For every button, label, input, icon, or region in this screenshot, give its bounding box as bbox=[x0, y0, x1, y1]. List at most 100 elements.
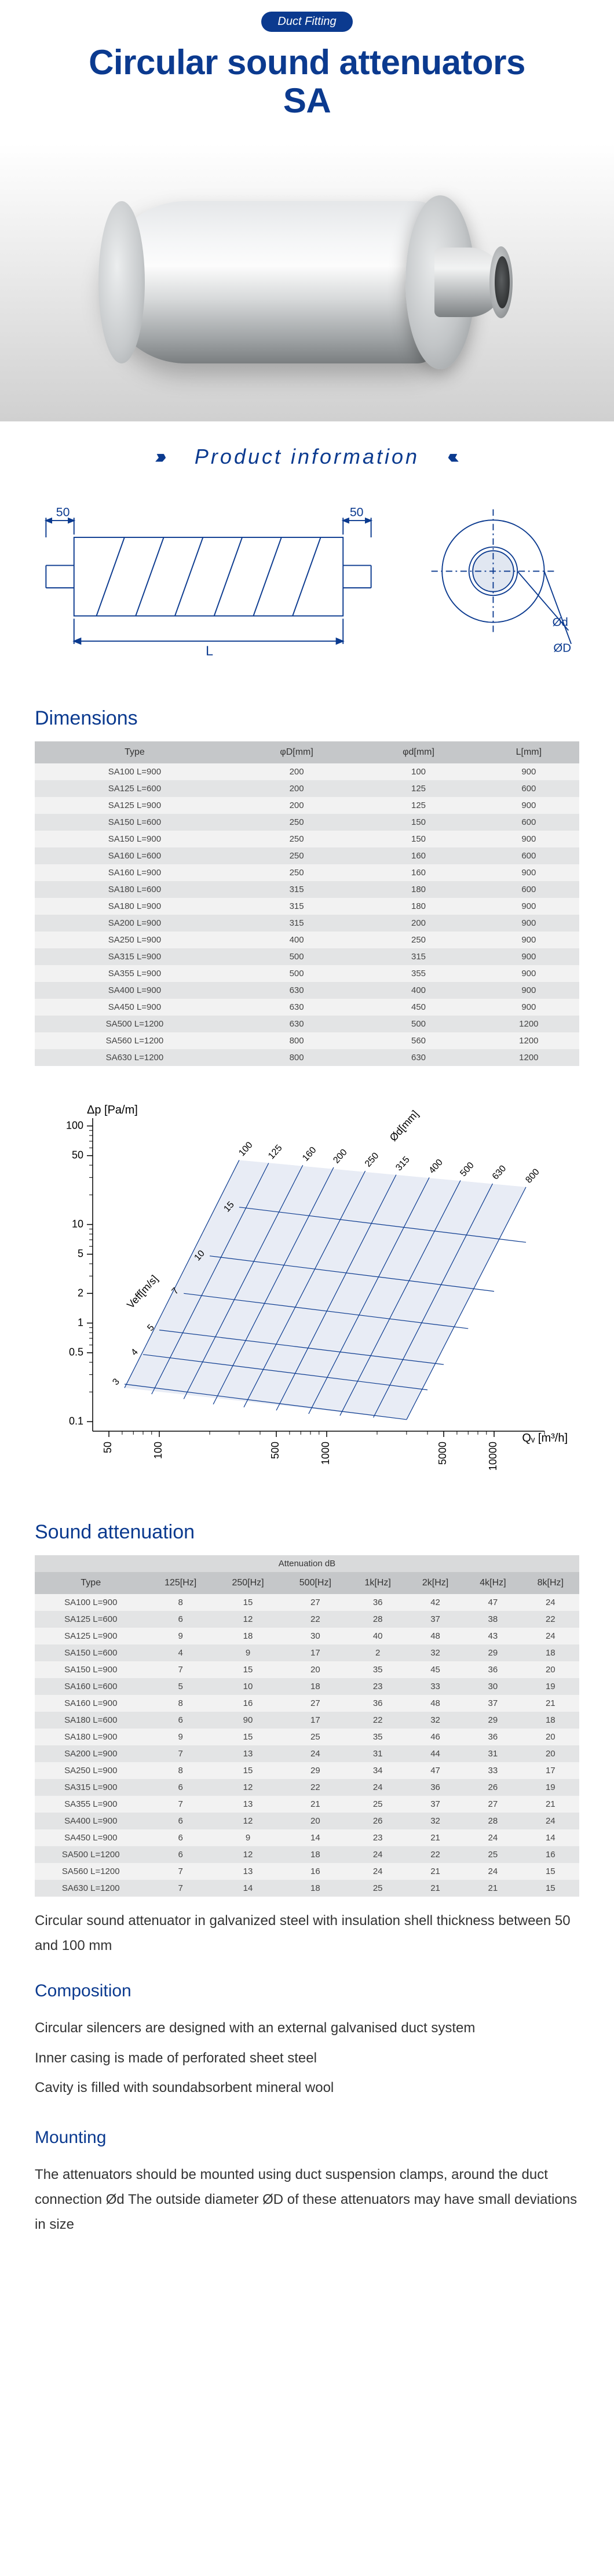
dimensions-heading: Dimensions bbox=[0, 684, 614, 741]
mounting-text: The attenuators should be mounted using … bbox=[0, 2151, 614, 2249]
table-row: SA150 L=900250150900 bbox=[35, 831, 579, 847]
mounting-heading: Mounting bbox=[0, 2116, 614, 2151]
table-header: 2k[Hz] bbox=[407, 1572, 464, 1594]
table-row: SA500 L=12006305001200 bbox=[35, 1016, 579, 1032]
svg-text:10000: 10000 bbox=[487, 1442, 499, 1471]
svg-text:Δp [Pa/m]: Δp [Pa/m] bbox=[87, 1104, 138, 1116]
table-row: SA450 L=900630450900 bbox=[35, 999, 579, 1016]
table-header: 125[Hz] bbox=[147, 1572, 214, 1594]
table-row: SA560 L=12008005601200 bbox=[35, 1032, 579, 1049]
dimensions-table: TypeφD[mm]φd[mm]L[mm] SA100 L=9002001009… bbox=[35, 741, 579, 1066]
attenuation-table: Attenuation dB Type125[Hz]250[Hz]500[Hz]… bbox=[35, 1555, 579, 1897]
table-row: SA160 L=6005101823333019 bbox=[35, 1678, 579, 1695]
product-image bbox=[0, 143, 614, 421]
table-row: SA400 L=900630400900 bbox=[35, 982, 579, 999]
page-title: Circular sound attenuators SA bbox=[0, 32, 614, 143]
svg-text:50: 50 bbox=[102, 1442, 114, 1453]
svg-text:1: 1 bbox=[78, 1316, 83, 1328]
table-row: SA125 L=6006122228373822 bbox=[35, 1611, 579, 1628]
svg-text:630: 630 bbox=[491, 1163, 509, 1181]
table-row: SA450 L=900691423212414 bbox=[35, 1829, 579, 1846]
table-row: SA125 L=900200125900 bbox=[35, 797, 579, 814]
svg-text:ØD: ØD bbox=[553, 642, 571, 655]
table-header: 8k[Hz] bbox=[522, 1572, 579, 1594]
table-row: SA250 L=900400250900 bbox=[35, 932, 579, 948]
table-row: SA355 L=900500355900 bbox=[35, 965, 579, 982]
table-row: SA315 L=900500315900 bbox=[35, 948, 579, 965]
svg-text:Qᵥ [m³/h]: Qᵥ [m³/h] bbox=[522, 1432, 568, 1445]
attenuation-heading: Sound attenuation bbox=[0, 1498, 614, 1555]
svg-text:500: 500 bbox=[269, 1442, 281, 1459]
table-row: SA200 L=9007132431443120 bbox=[35, 1745, 579, 1762]
svg-text:400: 400 bbox=[427, 1158, 445, 1176]
table-row: SA125 L=600200125600 bbox=[35, 780, 579, 797]
table-row: SA355 L=9007132125372721 bbox=[35, 1796, 579, 1813]
svg-text:500: 500 bbox=[458, 1160, 476, 1178]
composition-text: Circular silencers are designed with an … bbox=[0, 2004, 614, 2116]
svg-text:5: 5 bbox=[78, 1248, 83, 1260]
svg-text:5000: 5000 bbox=[437, 1442, 448, 1465]
svg-text:1000: 1000 bbox=[320, 1442, 331, 1465]
table-row: SA160 L=9008162736483721 bbox=[35, 1695, 579, 1712]
svg-text:50: 50 bbox=[350, 505, 364, 519]
svg-text:0.5: 0.5 bbox=[69, 1347, 83, 1358]
table-row: SA630 L=12007141825212115 bbox=[35, 1880, 579, 1897]
svg-text:50: 50 bbox=[72, 1149, 83, 1161]
svg-text:Ød: Ød bbox=[553, 617, 568, 630]
table-row: SA150 L=60049172322918 bbox=[35, 1644, 579, 1661]
table-row: SA500 L=12006121824222516 bbox=[35, 1846, 579, 1863]
table-header: 500[Hz] bbox=[282, 1572, 349, 1594]
svg-text:315: 315 bbox=[394, 1155, 412, 1173]
section-divider: ›››› Product information ›››› bbox=[0, 421, 614, 486]
table-row: SA180 L=6006901722322918 bbox=[35, 1712, 579, 1729]
table-header: φd[mm] bbox=[359, 741, 478, 763]
pressure-drop-chart: 100 50 10 5 2 1 0.5 0.1 50 100 500 1000 5000 10000 100… bbox=[35, 1101, 579, 1472]
table-header: Type bbox=[35, 1572, 147, 1594]
table-row: SA100 L=9008152736424724 bbox=[35, 1594, 579, 1611]
svg-text:L: L bbox=[206, 643, 213, 658]
table-row: SA180 L=600315180600 bbox=[35, 881, 579, 898]
title-line-1: Circular sound attenuators bbox=[89, 43, 525, 82]
svg-text:250: 250 bbox=[363, 1151, 381, 1169]
svg-text:2: 2 bbox=[78, 1287, 83, 1298]
table-row: SA150 L=9007152035453620 bbox=[35, 1661, 579, 1678]
table-header: 4k[Hz] bbox=[464, 1572, 521, 1594]
side-view-diagram: 50 50 L bbox=[35, 504, 382, 661]
svg-text:800: 800 bbox=[524, 1167, 542, 1185]
table-header: L[mm] bbox=[478, 741, 579, 763]
svg-text:100: 100 bbox=[237, 1140, 255, 1158]
table-row: SA150 L=600250150600 bbox=[35, 814, 579, 831]
svg-text:4: 4 bbox=[129, 1347, 140, 1358]
table-header: 1k[Hz] bbox=[349, 1572, 407, 1594]
svg-text:200: 200 bbox=[331, 1147, 349, 1165]
dimension-diagram: 50 50 L Ød ØD bbox=[0, 486, 614, 684]
svg-text:160: 160 bbox=[301, 1145, 319, 1163]
section-title: Product information bbox=[195, 445, 419, 469]
category-badge: Duct Fitting bbox=[261, 12, 352, 32]
table-row: SA180 L=900315180900 bbox=[35, 898, 579, 915]
svg-text:Veff[m/s]: Veff[m/s] bbox=[125, 1273, 160, 1311]
table-row: SA160 L=900250160900 bbox=[35, 864, 579, 881]
table-row: SA400 L=9006122026322824 bbox=[35, 1813, 579, 1829]
table-header: φD[mm] bbox=[235, 741, 359, 763]
composition-heading: Composition bbox=[0, 1970, 614, 2004]
table-header: 250[Hz] bbox=[214, 1572, 282, 1594]
table-row: SA160 L=600250160600 bbox=[35, 847, 579, 864]
attenuation-super-header: Attenuation dB bbox=[35, 1555, 579, 1572]
table-row: SA630 L=12008006301200 bbox=[35, 1049, 579, 1066]
svg-text:100: 100 bbox=[152, 1442, 164, 1459]
table-header: Type bbox=[35, 741, 235, 763]
svg-text:10: 10 bbox=[72, 1218, 83, 1229]
svg-text:3: 3 bbox=[111, 1377, 122, 1387]
svg-text:125: 125 bbox=[266, 1143, 284, 1161]
svg-text:Ød[mm]: Ød[mm] bbox=[388, 1108, 421, 1144]
table-row: SA125 L=9009183040484324 bbox=[35, 1628, 579, 1644]
table-row: SA560 L=12007131624212415 bbox=[35, 1863, 579, 1880]
table-row: SA315 L=9006122224362619 bbox=[35, 1779, 579, 1796]
svg-text:0.1: 0.1 bbox=[69, 1415, 83, 1427]
table-row: SA200 L=900315200900 bbox=[35, 915, 579, 932]
svg-text:100: 100 bbox=[66, 1119, 83, 1131]
table-row: SA180 L=9009152535463620 bbox=[35, 1729, 579, 1745]
table-row: SA100 L=900200100900 bbox=[35, 763, 579, 780]
end-view-diagram: Ød ØD bbox=[429, 507, 579, 657]
